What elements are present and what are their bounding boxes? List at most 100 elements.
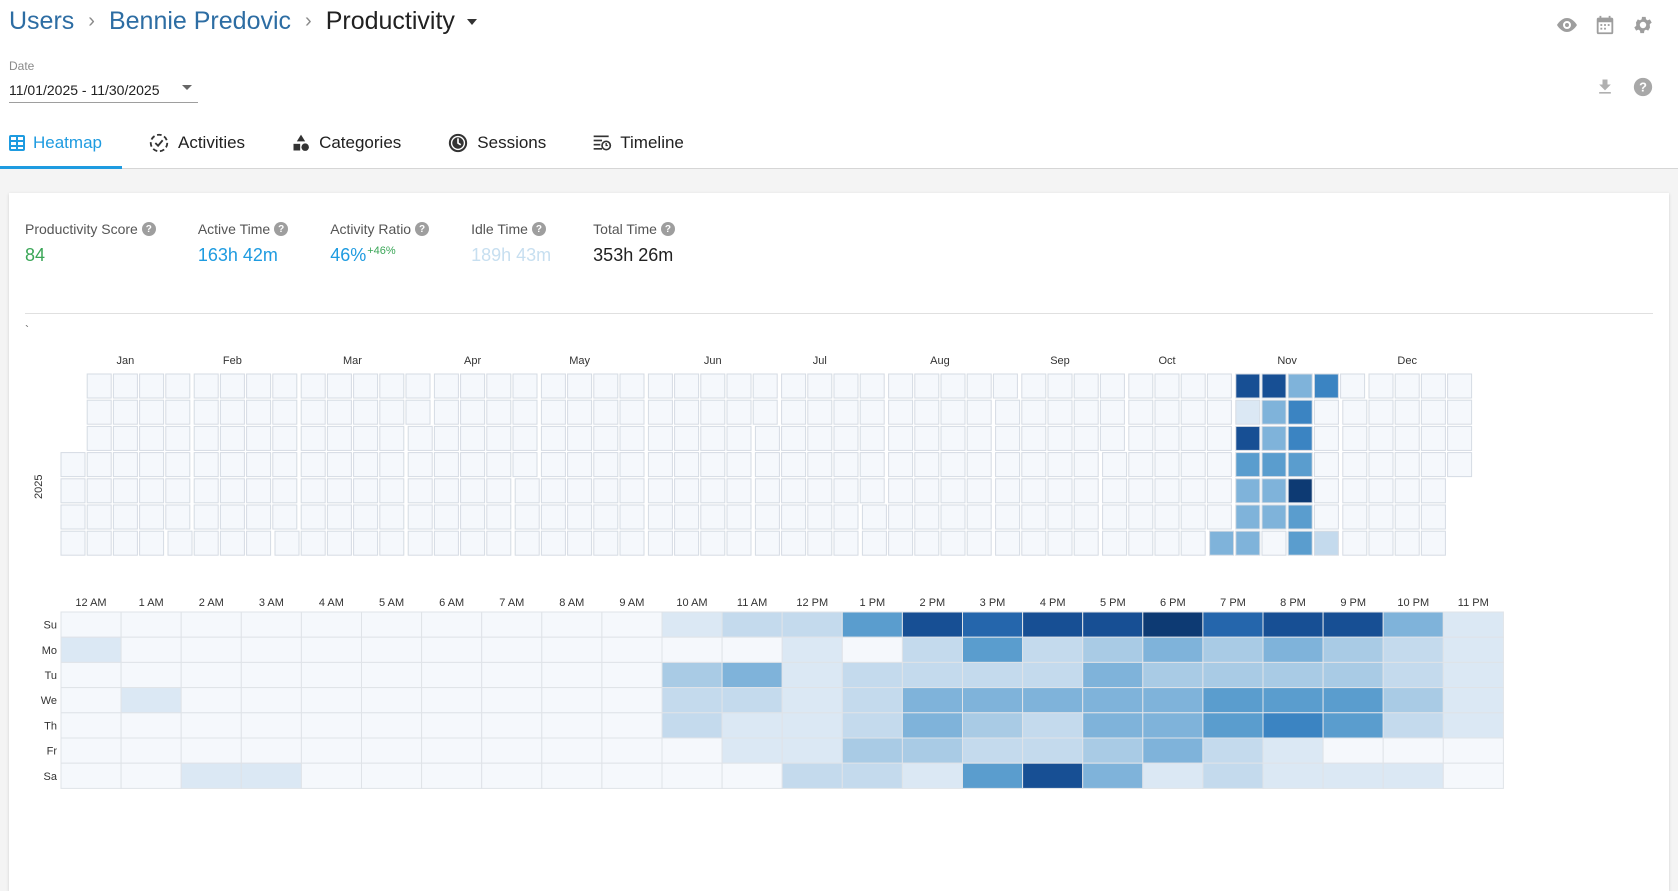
hour-heatmap-cell bbox=[901, 636, 964, 663]
calendar-month-label: Sep bbox=[1050, 355, 1070, 367]
calendar-day-cell bbox=[219, 452, 245, 478]
calendar-day-cell bbox=[540, 478, 566, 504]
gear-icon[interactable] bbox=[1630, 12, 1656, 38]
calendar-day-cell bbox=[1368, 399, 1394, 425]
hour-heatmap-cell bbox=[180, 611, 242, 638]
calendar-day-cell bbox=[619, 478, 645, 504]
calendar-day-cell bbox=[674, 530, 700, 556]
tab-categories[interactable]: Categories bbox=[282, 118, 421, 168]
calendar-day-cell bbox=[165, 478, 191, 504]
hour-heatmap-cell bbox=[1082, 611, 1144, 638]
hour-heatmap-cell bbox=[361, 687, 423, 714]
hour-heatmap-cell bbox=[1022, 661, 1084, 689]
tab-timeline[interactable]: Timeline bbox=[583, 118, 704, 168]
breadcrumb-users-link[interactable]: Users bbox=[9, 7, 75, 35]
calendar-day-cell bbox=[165, 452, 191, 478]
page-title: Productivity bbox=[325, 7, 455, 35]
hour-heatmap-cell bbox=[180, 661, 242, 689]
hour-heatmap-cell bbox=[1382, 687, 1444, 714]
calendar-day-cell bbox=[995, 504, 1021, 530]
calendar-day-cell bbox=[754, 530, 780, 556]
tab-sessions[interactable]: Sessions bbox=[438, 118, 566, 168]
hour-heatmap-cell bbox=[962, 762, 1024, 789]
stat-activity-ratio-value-wrap: 46%+46% bbox=[330, 245, 429, 266]
help-icon[interactable]: ? bbox=[660, 222, 675, 236]
calendar-day-cell bbox=[781, 373, 807, 399]
title-dropdown-icon[interactable] bbox=[466, 18, 477, 25]
hour-heatmap-cell bbox=[1442, 611, 1504, 638]
calendar-day-cell bbox=[914, 530, 940, 556]
calendar-day-cell bbox=[300, 452, 326, 478]
calendar-day-cell bbox=[914, 425, 940, 451]
help-icon[interactable]: ? bbox=[531, 222, 546, 236]
calendar-day-cell bbox=[781, 399, 807, 425]
calendar-day-cell bbox=[859, 373, 885, 399]
stat-idle-time-label: Idle Time bbox=[471, 221, 528, 237]
content-card: Productivity Score? 84 Active Time? 163h… bbox=[9, 193, 1669, 891]
calendar-day-cell bbox=[966, 425, 992, 451]
hour-heatmap-cell bbox=[1322, 737, 1384, 764]
calendar-day-cell bbox=[1420, 452, 1446, 478]
hour-heatmap-cell bbox=[781, 687, 843, 714]
calendar-day-cell bbox=[326, 373, 352, 399]
tab-heatmap[interactable]: Heatmap bbox=[0, 118, 122, 169]
calendar-day-cell bbox=[995, 452, 1021, 478]
calendar-day-cell bbox=[833, 425, 859, 451]
download-icon[interactable] bbox=[1592, 74, 1618, 100]
calendar-day-cell bbox=[1180, 425, 1206, 451]
calendar-day-cell bbox=[1021, 425, 1047, 451]
hour-heatmap-cell bbox=[901, 737, 964, 764]
calendar-day-cell bbox=[326, 452, 352, 478]
hour-heatmap-cell bbox=[1262, 661, 1324, 689]
hour-heatmap-cell bbox=[1142, 737, 1204, 764]
hour-heatmap-cell bbox=[1442, 762, 1504, 789]
help-icon[interactable]: ? bbox=[141, 222, 156, 236]
calendar-day-cell bbox=[859, 478, 885, 504]
hour-heatmap-cell bbox=[962, 661, 1024, 689]
calendar-day-cell bbox=[914, 452, 940, 478]
tab-sessions-label: Sessions bbox=[477, 133, 547, 152]
calendar-day-cell bbox=[807, 399, 833, 425]
calendar-day-cell bbox=[888, 530, 914, 556]
hour-heatmap-cell bbox=[1022, 737, 1084, 764]
tab-activities[interactable]: Activities bbox=[139, 118, 265, 168]
hour-heatmap-cell bbox=[601, 687, 663, 714]
stat-activity-ratio-value: 46% bbox=[330, 245, 367, 265]
calendar-day-cell bbox=[726, 504, 752, 530]
calendar-day-cell bbox=[219, 399, 245, 425]
calendar-day-cell bbox=[326, 399, 352, 425]
breadcrumb-user-link[interactable]: Bennie Predovic bbox=[108, 7, 292, 35]
hour-heatmap-cell bbox=[421, 636, 483, 663]
calendar-day-cell bbox=[86, 399, 112, 425]
help-icon[interactable]: ? bbox=[1630, 74, 1656, 100]
calendar-day-cell bbox=[353, 399, 379, 425]
stat-productivity-score: Productivity Score? 84 bbox=[25, 221, 156, 266]
calendar-day-cell bbox=[1261, 373, 1287, 399]
calendar-day-cell bbox=[619, 452, 645, 478]
calendar-day-cell bbox=[914, 478, 940, 504]
hour-heatmap-cell bbox=[481, 737, 543, 764]
hour-axis-label: 2 PM bbox=[920, 597, 946, 609]
calendar-day-cell bbox=[246, 530, 272, 556]
hour-heatmap-cell bbox=[240, 661, 302, 689]
date-range-select[interactable]: 11/01/2025 - 11/30/2025 bbox=[9, 77, 198, 103]
calendar-day-cell bbox=[1368, 530, 1394, 556]
calendar-icon[interactable] bbox=[1592, 12, 1618, 38]
eye-icon[interactable] bbox=[1554, 12, 1580, 38]
hour-heatmap-cell bbox=[1382, 737, 1444, 764]
calendar-day-cell bbox=[1313, 504, 1339, 530]
calendar-day-cell bbox=[139, 530, 165, 556]
calendar-day-cell bbox=[1368, 478, 1394, 504]
calendar-day-cell bbox=[193, 425, 219, 451]
hour-heatmap-cell bbox=[1382, 611, 1444, 638]
help-icon[interactable]: ? bbox=[274, 222, 289, 236]
help-icon[interactable]: ? bbox=[415, 222, 430, 236]
date-range-value: 11/01/2025 - 11/30/2025 bbox=[9, 81, 160, 98]
calendar-month-label: May bbox=[569, 355, 590, 367]
hour-heatmap-cell bbox=[1202, 636, 1264, 663]
calendar-day-cell bbox=[1206, 373, 1232, 399]
hour-axis-label: 10 AM bbox=[676, 597, 707, 609]
hour-heatmap-cell bbox=[541, 636, 603, 663]
calendar-day-cell bbox=[619, 504, 645, 530]
calendar-day-cell bbox=[1099, 425, 1125, 451]
